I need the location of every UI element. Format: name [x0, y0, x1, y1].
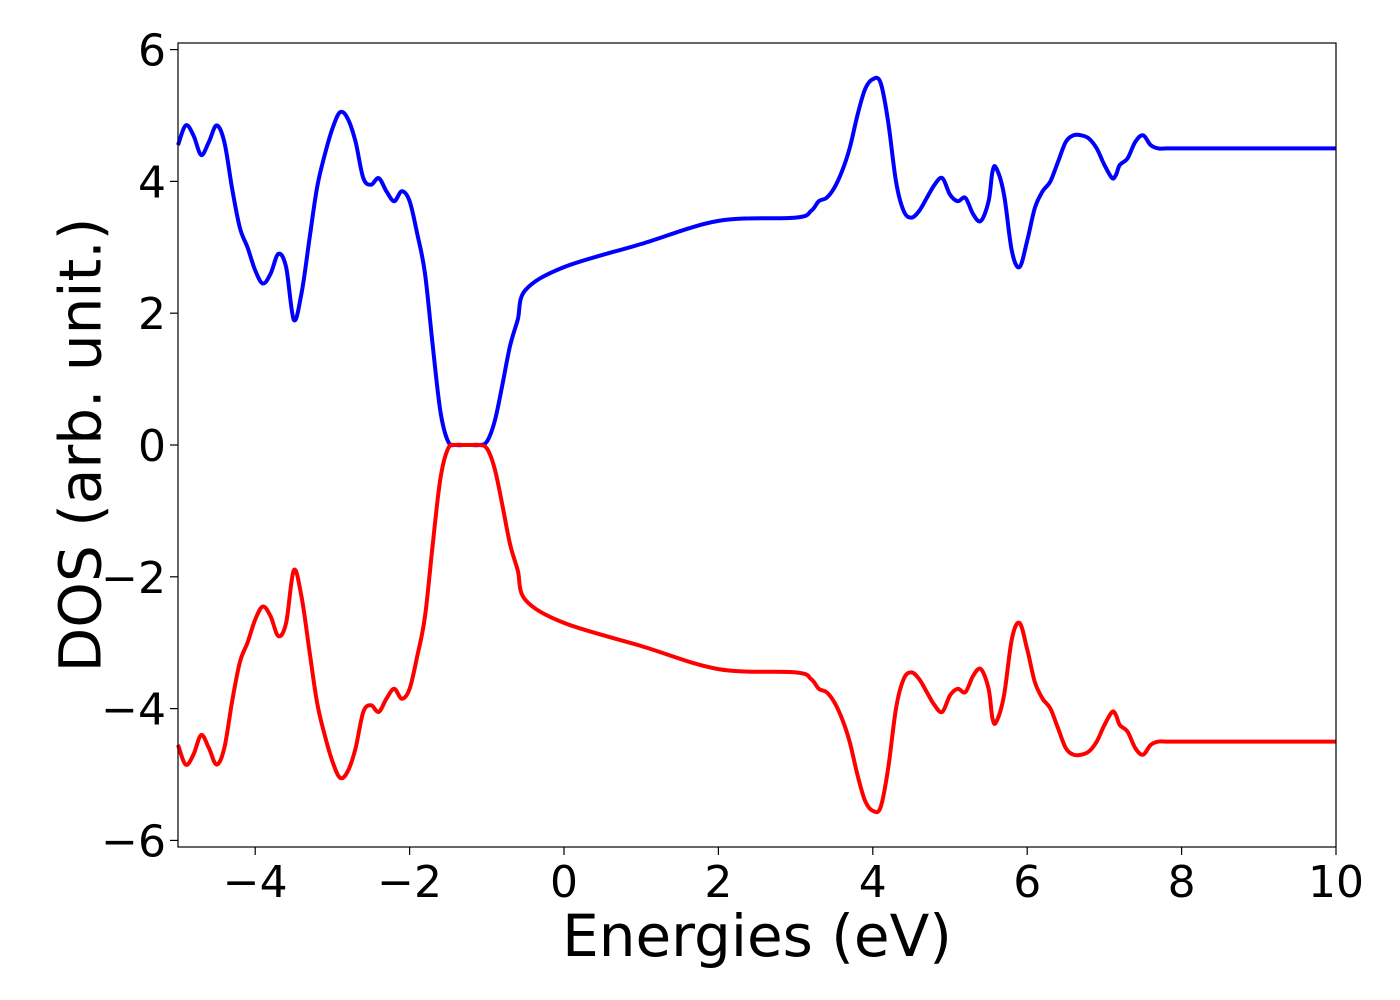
plot-frame: [177, 42, 1337, 848]
y-tick-label: −6: [101, 816, 166, 867]
x-axis-ticks: −4 −2 0 2 4 6 8 10: [223, 847, 1364, 908]
y-tick-label: −4: [101, 685, 166, 736]
x-tick-label: 6: [1013, 857, 1041, 908]
x-tick-label: 8: [1168, 857, 1196, 908]
y-axis-label: DOS (arb. unit.): [46, 218, 114, 673]
y-tick-label: 4: [138, 157, 166, 208]
x-tick-label: 4: [859, 857, 887, 908]
series-layer: [176, 75, 1336, 815]
y-tick-label: 6: [138, 26, 166, 77]
x-tick-label: 2: [704, 857, 732, 908]
x-tick-label: 0: [550, 857, 578, 908]
series-line-1: [176, 75, 1336, 448]
y-tick-label: −2: [101, 553, 166, 604]
y-tick-label: 0: [138, 421, 166, 472]
x-axis-label: Energies (eV): [562, 902, 952, 970]
x-tick-label: −4: [223, 857, 288, 908]
y-tick-label: 2: [138, 289, 166, 340]
x-tick-label: −2: [377, 857, 442, 908]
x-tick-label: 10: [1308, 857, 1364, 908]
series-line-2: [176, 442, 1336, 815]
y-axis-ticks: −6 −4 −2 0 2 4 6: [101, 26, 178, 867]
